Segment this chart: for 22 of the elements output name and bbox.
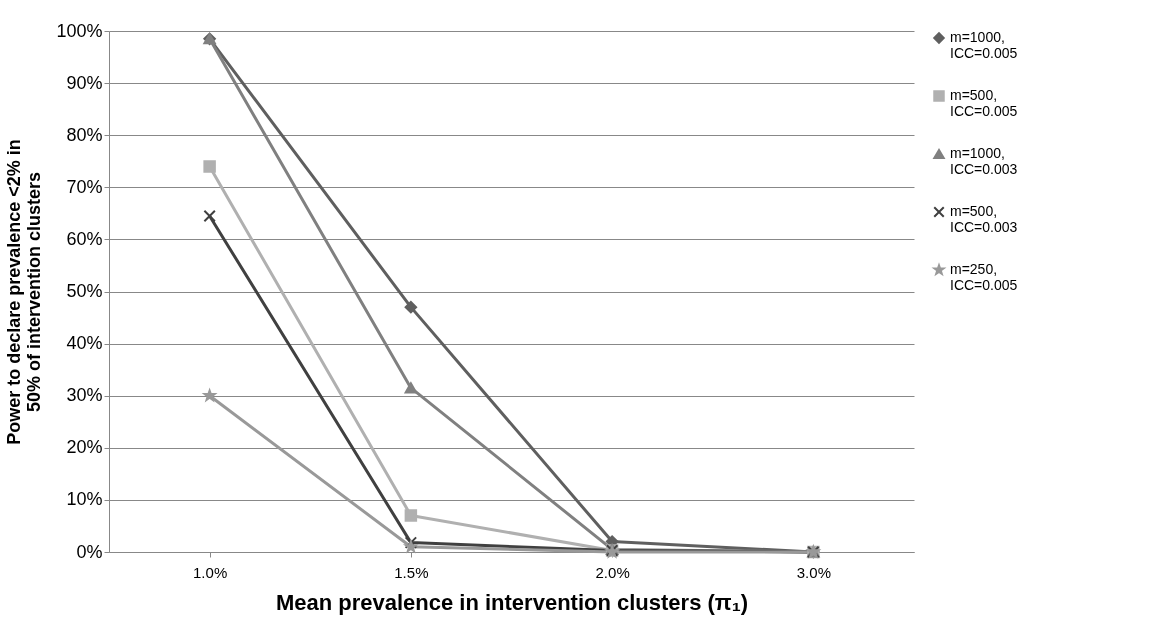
- legend-label: m=250, ICC=0.005: [950, 261, 1018, 293]
- x-tick-label: 3.0%: [796, 563, 831, 581]
- y-tick-label: 80%: [66, 124, 103, 145]
- legend-label: m=500, ICC=0.005: [950, 87, 1018, 119]
- y-tick-label: 0%: [76, 541, 103, 562]
- y-tick-label: 20%: [66, 437, 103, 458]
- y-axis-title: Power to declare prevalence <2% in 50% of intervention clusters: [4, 139, 45, 445]
- y-tick-label: 70%: [66, 176, 103, 197]
- y-tick-label: 90%: [66, 72, 103, 93]
- y-tick-label: 50%: [66, 281, 103, 301]
- x-tick-label: 1.5%: [394, 563, 429, 581]
- legend-label: m=1000, ICC=0.003: [950, 145, 1018, 177]
- x-tick-label: 2.0%: [595, 563, 630, 581]
- y-tick-label: 40%: [66, 333, 103, 354]
- y-tick-label: 60%: [66, 228, 103, 249]
- y-tick-label: 30%: [66, 385, 103, 406]
- legend-label: m=1000, ICC=0.005: [950, 29, 1018, 61]
- y-tick-label: 100%: [56, 20, 103, 41]
- x-tick-label: 1.0%: [193, 563, 228, 581]
- y-tick-label: 10%: [66, 489, 103, 510]
- legend-label: m=500, ICC=0.003: [950, 203, 1018, 235]
- x-axis-title: Mean prevalence in intervention clusters (π₁): [275, 589, 749, 615]
